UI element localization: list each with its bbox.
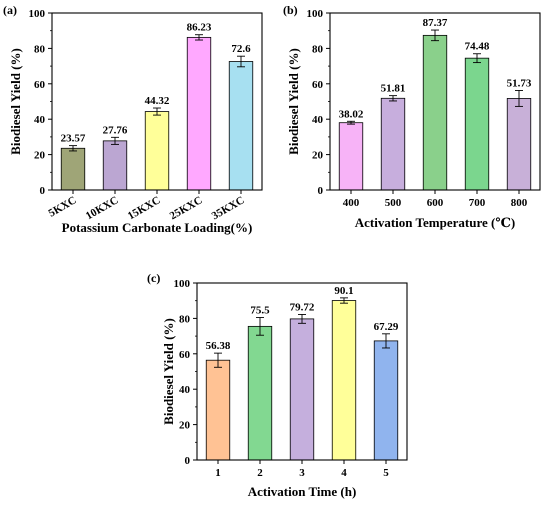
y-tick-label: 60 [34,79,46,91]
x-axis-title: Potassium Carbonate Loading(%) [62,220,253,235]
bar [186,36,212,191]
bar [422,34,448,191]
y-tick-label: 60 [312,79,324,91]
x-tick-label: 10KXC [84,194,121,222]
x-tick-label: 800 [511,197,528,209]
x-tick-label: 3 [299,467,305,479]
data-label: 51.81 [381,83,406,95]
y-tick-label: 80 [312,43,324,55]
x-tick-label: 1 [215,467,221,479]
data-label: 74.48 [465,41,490,53]
x-tick-label: 15KXC [126,194,163,222]
y-tick-label: 40 [312,114,324,126]
y-tick-label: 0 [185,455,191,467]
y-tick-label: 20 [34,150,46,162]
bar [102,140,128,191]
data-label: 51.73 [507,77,532,89]
chart-panel-a: (a) 23.57 5KXC 27.76 10KXC 44.32 15KXC 86.23 25K… [3,3,263,235]
y-tick-label: 100 [174,278,191,290]
data-label: 27.76 [103,124,128,136]
x-tick-label: 700 [469,197,486,209]
data-label: 38.02 [339,108,364,120]
y-tick-label: 100 [29,8,46,20]
bar [247,325,273,461]
bar [289,318,315,461]
data-label: 87.37 [423,17,448,29]
bar [380,97,406,191]
bar [205,359,231,461]
x-tick-label: 5KXC [47,194,79,219]
chart-panel-c: (c) 56.38 1 75.5 2 79.72 3 90.1 4 67.29 5 0 20 40 60 80… [147,271,408,499]
bar [506,98,532,191]
y-tick-label: 0 [40,185,46,197]
chart-panel-b: (b)38.0240051.8150087.3760074.4870051.73… [283,3,541,230]
y-tick-label: 20 [179,420,191,432]
plot-frame [51,12,263,191]
y-tick-label: 40 [179,384,191,396]
y-tick-label: 100 [307,8,324,20]
data-label: 72.6 [231,43,251,55]
x-axis-title: Activation Time (h) [248,484,357,499]
y-tick-label: 20 [312,150,324,162]
data-label: 79.72 [290,301,315,313]
bar [331,300,357,461]
y-axis-title: Biodiesel Yield (%) [8,48,23,155]
bar [228,61,254,191]
x-tick-label: 25KXC [168,194,205,222]
data-label: 67.29 [374,321,399,333]
data-label: 86.23 [187,22,212,34]
y-tick-label: 0 [318,185,324,197]
data-label: 75.5 [250,305,270,317]
x-tick-label: 4 [341,467,347,479]
y-axis-title: Biodiesel Yield (%) [286,48,301,155]
bar [373,340,399,461]
x-tick-label: 2 [257,467,263,479]
y-axis-title: Biodiesel Yield (%) [161,318,176,425]
data-label: 90.1 [334,285,353,297]
bar [464,57,490,191]
panel-label: (c) [147,271,160,285]
x-tick-label: 5 [383,467,389,479]
bar [60,147,86,191]
x-tick-label: 600 [427,197,444,209]
y-tick-label: 40 [34,114,46,126]
bar [144,111,170,191]
plot-frame [196,282,408,461]
x-axis-title: Activation Temperature (℃) [355,215,515,230]
y-tick-label: 80 [179,313,191,325]
data-label: 56.38 [206,340,231,352]
panel-label: (a) [3,3,17,17]
data-label: 44.32 [145,95,170,107]
x-tick-label: 500 [385,197,402,209]
data-label: 23.57 [61,133,86,145]
plot-frame [329,12,541,191]
bar [338,122,364,191]
x-tick-label: 400 [343,197,360,209]
y-tick-label: 80 [34,43,46,55]
x-tick-label: 35KXC [210,194,247,222]
panel-label: (b) [283,3,298,17]
y-tick-label: 60 [179,349,191,361]
